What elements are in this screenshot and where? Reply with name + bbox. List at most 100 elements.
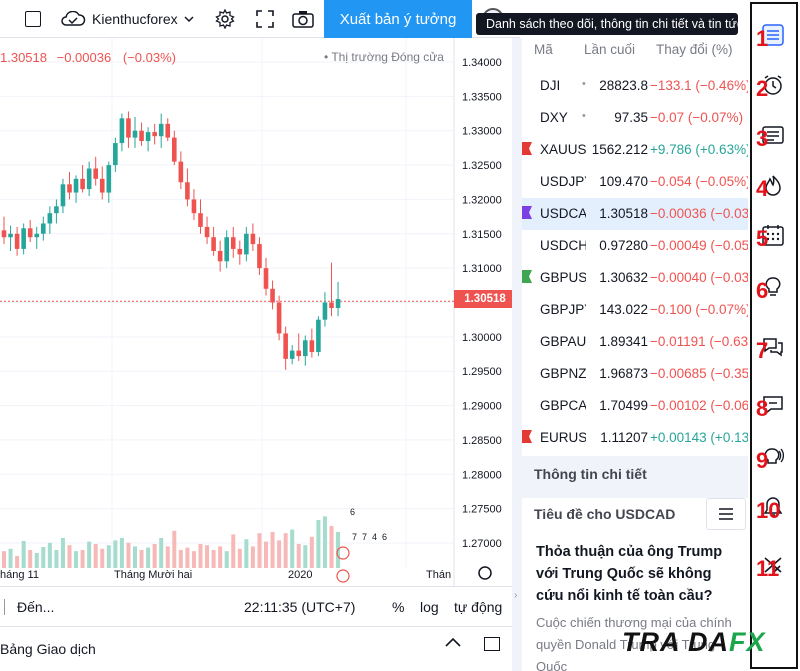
volume-bar — [250, 546, 255, 568]
volume-bar — [54, 550, 59, 568]
candle-body — [99, 178, 105, 193]
chevron-up-icon[interactable] — [444, 635, 462, 653]
chart-bottom-bar: Đến... 22:11:35 (UTC+7) % log tự động — [0, 586, 512, 626]
watchlist-row[interactable]: GBPCAD 1.70499−0.00102 (−0.06%) — [522, 390, 748, 422]
volume-bar — [159, 538, 164, 568]
watchlist-row[interactable]: GBPUSD 1.30632−0.00040 (−0.03%) — [522, 262, 748, 294]
sidebar-item-hotlist[interactable]: 4 — [752, 164, 796, 214]
sidebar-item-private-chats[interactable]: 8 — [752, 384, 796, 434]
sidebar-number: 3 — [756, 126, 769, 151]
private-chats-icon — [763, 396, 783, 415]
publish-idea-button[interactable]: Xuất bản ý tưởng — [324, 0, 472, 38]
candle-body — [172, 137, 177, 162]
volume-bar — [224, 551, 229, 568]
x-tick-label: 2020 — [288, 569, 312, 581]
candle-body — [165, 123, 171, 138]
flag-icon[interactable] — [522, 142, 532, 155]
sidebar-item-data-window[interactable]: 3 — [752, 114, 796, 164]
candle-body — [316, 319, 321, 352]
volume-bar — [257, 533, 262, 568]
volume-bar — [283, 533, 288, 568]
log-scale-button[interactable]: log — [420, 599, 439, 615]
current-price-label: 1.30518 — [454, 290, 516, 308]
volume-bar — [198, 544, 203, 568]
volume-bar — [290, 529, 295, 568]
volume-bar — [8, 548, 13, 568]
change-value: −0.00102 (−0.06%) — [650, 398, 748, 413]
candle-body — [139, 130, 144, 142]
candle-body — [86, 168, 92, 190]
watchlist-row[interactable]: XAUUSD 1562.212+9.786 (+0.63%) — [522, 134, 748, 166]
trading-panel-tab[interactable]: Bảng Giao dịch — [0, 641, 96, 657]
flag-icon[interactable] — [522, 206, 532, 219]
change-value: +0.00143 (+0.13%) — [650, 430, 748, 445]
candle-body — [106, 165, 112, 193]
column-symbol[interactable]: Mã — [534, 42, 553, 57]
change-value: +9.786 (+0.63%) — [650, 142, 748, 157]
sidebar-item-order-panel[interactable]: 11 — [752, 544, 796, 594]
candle-body — [132, 130, 138, 138]
sidebar-number: 2 — [756, 76, 769, 101]
fullscreen-button[interactable] — [252, 6, 278, 32]
y-tick-label: 1.27000 — [462, 538, 502, 550]
candle-body — [8, 233, 13, 238]
symbol-square-button[interactable] — [22, 6, 44, 32]
sidebar-item-ideas[interactable]: 6 — [752, 266, 796, 316]
sidebar-item-watchlist[interactable]: 1 — [752, 14, 796, 64]
volume-bar — [106, 545, 111, 568]
symbol: GBPJPY — [540, 302, 586, 317]
snapshot-button[interactable] — [290, 6, 316, 32]
auto-scale-button[interactable]: tự động — [454, 599, 503, 615]
watchlist-row[interactable]: EURUSD 1.11207+0.00143 (+0.13%) — [522, 422, 748, 454]
expand-icon — [256, 10, 274, 28]
layout-menu-button[interactable]: Kienthucforex — [60, 6, 202, 32]
volume-bar — [172, 530, 177, 568]
panel-divider[interactable] — [512, 38, 522, 671]
symbol: USDCAD — [540, 206, 586, 221]
candle-body — [211, 237, 216, 251]
watchlist-row[interactable]: USDJPY 109.470−0.054 (−0.05%) — [522, 166, 748, 198]
symbol: GBPNZD — [540, 366, 586, 381]
goto-date-button[interactable]: Đến... — [4, 599, 54, 615]
sidebar-item-chats[interactable]: 7 — [752, 326, 796, 376]
volume-bar — [41, 547, 46, 568]
watchlist-row[interactable]: DXY • 97.35 −0.07 (−0.07%) — [522, 102, 748, 134]
news-list-button[interactable] — [706, 498, 746, 530]
sidebar-item-calendar[interactable]: 5 — [752, 214, 796, 264]
flag-icon[interactable] — [522, 430, 532, 443]
price-chart[interactable]: 1.34000 1.33500 1.33000 1.32500 1.32000 1.315… — [0, 38, 520, 586]
candlestick-chart[interactable]: 1.34000 1.33500 1.33000 1.32500 1.32000 1.315… — [0, 38, 520, 586]
news-section-title: Tiêu đề cho USDCAD — [534, 506, 676, 522]
sidebar-item-alarm-clock[interactable]: 2 — [752, 64, 796, 114]
sidebar-item-notifications[interactable]: 10 — [752, 486, 796, 536]
news-headline[interactable]: Thỏa thuận của ông Trump với Trung Quốc … — [536, 544, 723, 604]
column-change[interactable]: Thay đổi (%) — [656, 42, 733, 57]
watchlist-row[interactable]: GBPAUD 1.89341−0.01191 (−0.63%) — [522, 326, 748, 358]
settings-button[interactable] — [212, 6, 238, 32]
divider-arrow-icon[interactable]: › — [514, 590, 518, 601]
watchlist-row[interactable]: USDCHF 0.97280−0.00049 (−0.05%) — [522, 230, 748, 262]
watchlist-row[interactable]: DJI • 28823.8 −133.1 (−0.46%) — [522, 70, 748, 102]
candle-body — [329, 302, 334, 308]
sidebar-number: 7 — [756, 338, 769, 363]
column-last[interactable]: Lần cuối — [584, 42, 636, 57]
y-tick-label: 1.32500 — [462, 160, 502, 172]
volume-bar — [316, 520, 321, 568]
watchlist-row[interactable]: GBPJPY 143.022−0.100 (−0.07%) — [522, 294, 748, 326]
sidebar-number: 8 — [756, 396, 769, 421]
percent-scale-button[interactable]: % — [392, 599, 405, 615]
maximize-panel-icon[interactable] — [484, 637, 500, 651]
volume-bar — [205, 545, 210, 568]
logo-text-a: TRA DA — [622, 626, 729, 657]
sidebar-item-ideas-stream[interactable]: 9 — [752, 436, 796, 486]
details-header[interactable]: Thông tin chi tiết — [522, 456, 748, 490]
calendar-icon — [762, 225, 784, 246]
gear-icon — [215, 9, 235, 29]
axis-settings-icon[interactable] — [478, 566, 492, 580]
flag-icon[interactable] — [522, 270, 532, 283]
watchlist-row[interactable]: GBPNZD 1.96873−0.00685 (−0.35%) — [522, 358, 748, 390]
watchlist-row[interactable]: USDCAD 1.30518−0.00036 (−0.03%) — [522, 198, 748, 230]
volume-bar — [322, 516, 327, 568]
clock[interactable]: 22:11:35 (UTC+7) — [244, 599, 356, 615]
square-icon — [25, 11, 41, 27]
